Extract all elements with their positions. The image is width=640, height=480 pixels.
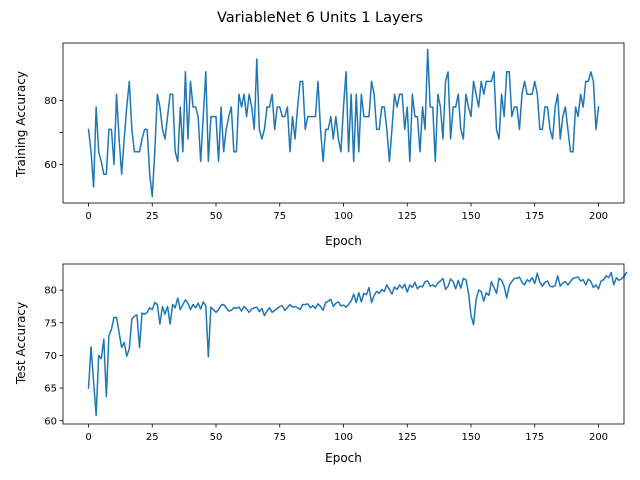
top-x-tick-label: 125 bbox=[398, 211, 417, 222]
bottom-y-tick-label: 75 bbox=[44, 318, 57, 329]
top-x-tick-label: 25 bbox=[146, 211, 159, 222]
bottom-x-tick-label: 175 bbox=[525, 432, 544, 443]
top-x-axis-label: Epoch bbox=[325, 234, 362, 248]
bottom-series-line-0 bbox=[87, 271, 628, 417]
bottom-x-tick-label: 25 bbox=[146, 432, 159, 443]
top-x-tick-label: 175 bbox=[525, 211, 544, 222]
top-x-tick-label: 0 bbox=[85, 211, 91, 222]
top-x-tick-label: 100 bbox=[334, 211, 353, 222]
bottom-x-tick-label: 125 bbox=[398, 432, 417, 443]
bottom-x-tick-label: 150 bbox=[461, 432, 480, 443]
bottom-x-tick-label: 75 bbox=[273, 432, 286, 443]
top-series-line-0 bbox=[87, 48, 600, 198]
top-x-tick-label: 150 bbox=[461, 211, 480, 222]
top-y-tick-label: 60 bbox=[44, 160, 57, 171]
top-subplot: 0 25 50 75 100 125 150 175 200 60 80 Epoch Trainin… bbox=[14, 42, 625, 248]
bottom-y-tick-label: 60 bbox=[44, 416, 57, 427]
bottom-x-tick-label: 50 bbox=[210, 432, 223, 443]
bottom-y-tick-label: 80 bbox=[44, 286, 57, 297]
bottom-x-axis-label: Epoch bbox=[325, 451, 362, 465]
bottom-y-tick-label: 70 bbox=[44, 351, 57, 362]
top-x-tick-label: 200 bbox=[589, 211, 608, 222]
top-y-tick-label: 80 bbox=[44, 96, 57, 107]
bottom-x-tick-label: 0 bbox=[85, 432, 91, 443]
bottom-x-tick-label: 100 bbox=[334, 432, 353, 443]
bottom-y-axis-label: Test Accuracy bbox=[14, 302, 28, 385]
bottom-x-tick-label: 200 bbox=[589, 432, 608, 443]
top-x-tick-label: 75 bbox=[273, 211, 286, 222]
figure-suptitle: VariableNet 6 Units 1 Layers bbox=[217, 10, 423, 26]
bottom-y-tick-label: 65 bbox=[44, 384, 57, 395]
top-y-axis-label: Training Accuracy bbox=[14, 71, 28, 178]
bottom-subplot: 0 25 50 75 100 125 150 175 200 60 65 70 75 80 Epoch T… bbox=[14, 263, 628, 465]
top-x-tick-label: 50 bbox=[210, 211, 223, 222]
